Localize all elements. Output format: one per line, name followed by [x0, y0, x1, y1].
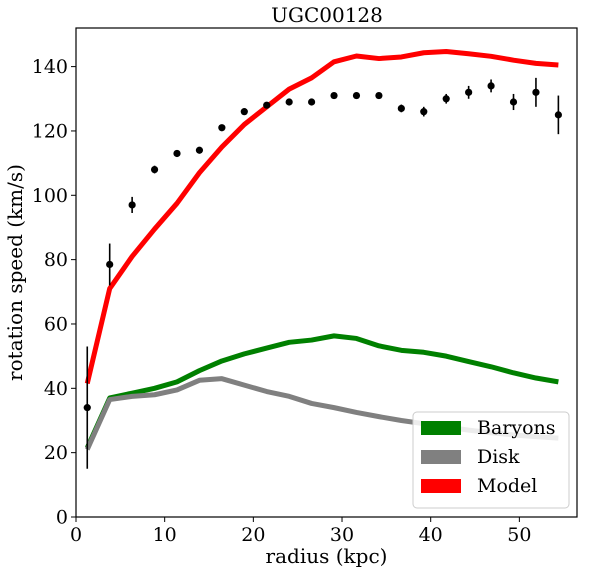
axes-layer: 0 10 20 30 40 50 0 20 40 60 80 100 120 140	[32, 56, 532, 546]
legend-swatch-disk	[421, 450, 461, 464]
legend-swatch-baryons	[421, 421, 461, 435]
data-point	[487, 82, 495, 90]
data-point	[218, 124, 226, 132]
data-point	[352, 91, 361, 100]
x-axis-label: radius (kpc)	[266, 544, 388, 568]
data-point	[442, 95, 450, 103]
legend-label-model: Model	[477, 475, 537, 497]
y-tick-label: 60	[44, 313, 68, 335]
y-tick-label: 0	[56, 507, 68, 529]
legend: Baryons Disk Model	[412, 411, 570, 509]
x-tick-label: 0	[70, 524, 82, 546]
data-point	[263, 101, 271, 109]
y-tick-label: 120	[32, 120, 68, 142]
data-point	[330, 91, 338, 100]
data-point	[465, 88, 473, 96]
y-tick-label: 80	[44, 249, 68, 271]
data-point	[106, 260, 114, 269]
data-point	[397, 104, 405, 113]
y-tick-label: 40	[44, 378, 68, 400]
data-point	[240, 108, 248, 116]
data-point	[375, 91, 383, 100]
data-point	[150, 165, 159, 174]
legend-label-disk: Disk	[477, 446, 520, 468]
y-axis-label: rotation speed (km/s)	[3, 164, 27, 381]
data-point	[195, 146, 204, 154]
plot-data-layer	[83, 48, 562, 469]
series-line-baryons	[84, 333, 559, 449]
data-point	[128, 201, 136, 209]
legend-label-baryons: Baryons	[477, 417, 556, 439]
legend-swatch-model	[421, 479, 461, 493]
data-point	[173, 149, 181, 158]
plot-area-frame	[75, 27, 578, 518]
data-point	[308, 98, 316, 106]
data-point	[554, 111, 562, 119]
chart-title: UGC00128	[271, 3, 383, 27]
x-tick-label: 20	[241, 524, 265, 546]
data-point	[83, 404, 91, 412]
legend-entries: Baryons Disk Model	[421, 417, 556, 497]
x-tick-label: 50	[507, 524, 531, 546]
data-point	[420, 108, 428, 116]
series-line-model	[84, 48, 559, 385]
y-tick-label: 100	[32, 185, 68, 207]
data-point	[509, 98, 518, 106]
data-point	[532, 88, 540, 96]
x-tick-label: 30	[330, 524, 354, 546]
y-tick-label: 20	[44, 442, 68, 464]
x-tick-label: 40	[419, 524, 443, 546]
data-point	[285, 98, 293, 106]
y-tick-label: 140	[32, 56, 68, 78]
x-tick-label: 10	[153, 524, 177, 546]
